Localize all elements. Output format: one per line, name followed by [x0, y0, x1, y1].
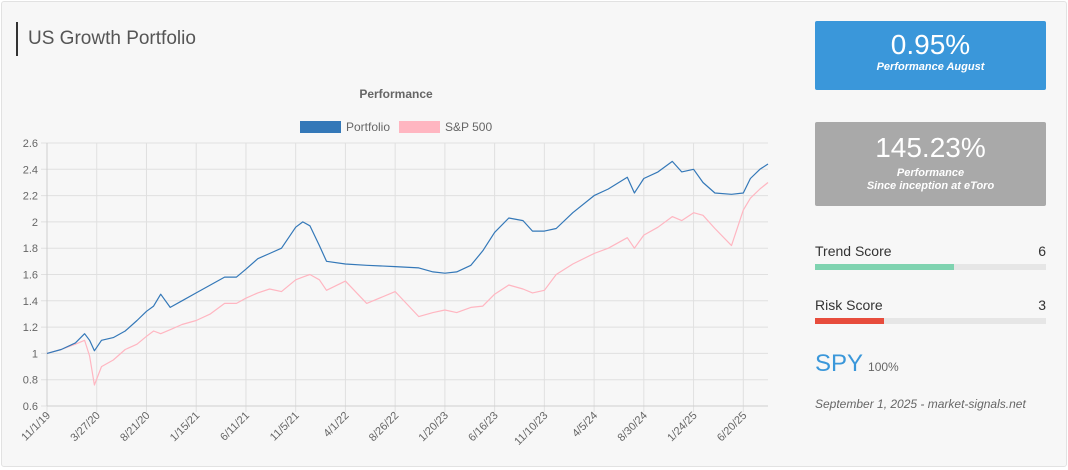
kpi-inception-card: 145.23% Performance Since inception at e…: [815, 122, 1046, 206]
kpi-month-card: 0.95% Performance August: [815, 21, 1046, 90]
y-tick-label-0: 0.6: [23, 401, 38, 413]
date-source-line: September 1, 2025 - market-signals.net: [815, 397, 1026, 411]
kpi-inception-value: 145.23%: [875, 132, 986, 163]
risk-score-label: Risk Score: [815, 297, 883, 313]
risk-score-fill: [815, 318, 885, 324]
kpi-month-label: Performance August: [876, 61, 985, 73]
x-tick-label-11: 4/5/24: [570, 410, 600, 440]
series-line-1: [46, 182, 769, 386]
trend-score: Trend Score 6: [815, 243, 1046, 270]
holding-ticker[interactable]: SPY: [815, 350, 864, 377]
kpi-month-value: 0.95%: [890, 29, 971, 60]
trend-score-fill: [815, 264, 954, 270]
chart-title: Performance: [359, 87, 433, 101]
y-tick-label-2: 1: [32, 348, 38, 360]
x-tick-label-6: 4/1/22: [321, 410, 351, 440]
x-tick-label-8: 1/20/23: [417, 410, 451, 444]
title-bar: US Growth Portfolio: [16, 22, 196, 56]
legend-label-0: Portfolio: [346, 120, 390, 134]
legend-label-1: S&P 500: [445, 120, 492, 134]
y-tick-label-4: 1.4: [23, 296, 38, 308]
trend-score-value: 6: [1038, 243, 1046, 259]
portfolio-title: US Growth Portfolio: [28, 28, 196, 49]
performance-chart: Performance Portfolio S&P 500 0.6 0.8 1 1.2 1.4…: [19, 87, 769, 448]
x-tick-label-9: 6/16/23: [466, 410, 500, 444]
x-tick-label-13: 1/24/25: [665, 410, 699, 444]
y-tick-label-1: 0.8: [23, 375, 38, 387]
series-line-0: [46, 160, 769, 354]
kpi-inception-label-line1: Performance: [896, 167, 965, 179]
trend-score-label: Trend Score: [815, 243, 892, 259]
x-tick-label-10: 11/10/23: [512, 410, 550, 448]
y-tick-label-5: 1.6: [23, 270, 38, 282]
x-tick-label-7: 8/26/22: [367, 410, 401, 444]
x-tick-label-14: 6/20/25: [715, 410, 749, 444]
performance-chart-container: Performance Portfolio S&P 500 0.6 0.8 1 1.2 1.4…: [0, 80, 790, 465]
risk-score-track: [815, 318, 1046, 324]
trend-score-track: [815, 264, 1046, 270]
y-tick-label-3: 1.2: [23, 322, 38, 334]
risk-score: Risk Score 3: [815, 297, 1046, 324]
x-tick-label-5: 11/5/21: [268, 410, 302, 444]
legend-swatch-1: [399, 121, 440, 133]
y-tick-label-9: 2.4: [23, 164, 38, 176]
x-tick-label-2: 8/21/20: [118, 410, 152, 444]
x-tick-label-12: 8/30/24: [616, 410, 650, 444]
kpi-inception-label-line2: Since inception at eToro: [866, 180, 995, 192]
y-tick-label-10: 2.6: [23, 138, 38, 150]
x-tick-label-0: 11/1/19: [19, 410, 53, 444]
holding-weight: 100%: [868, 360, 899, 374]
x-tick-label-3: 1/15/21: [168, 410, 202, 444]
y-tick-label-8: 2.2: [23, 191, 38, 203]
y-tick-label-7: 2: [32, 217, 38, 229]
x-tick-label-1: 3/27/20: [68, 410, 102, 444]
y-tick-label-6: 1.8: [23, 243, 38, 255]
legend-swatch-0: [300, 121, 341, 133]
risk-score-value: 3: [1038, 297, 1046, 313]
holding: SPY 100%: [815, 350, 899, 378]
x-tick-label-4: 6/11/21: [218, 410, 252, 444]
